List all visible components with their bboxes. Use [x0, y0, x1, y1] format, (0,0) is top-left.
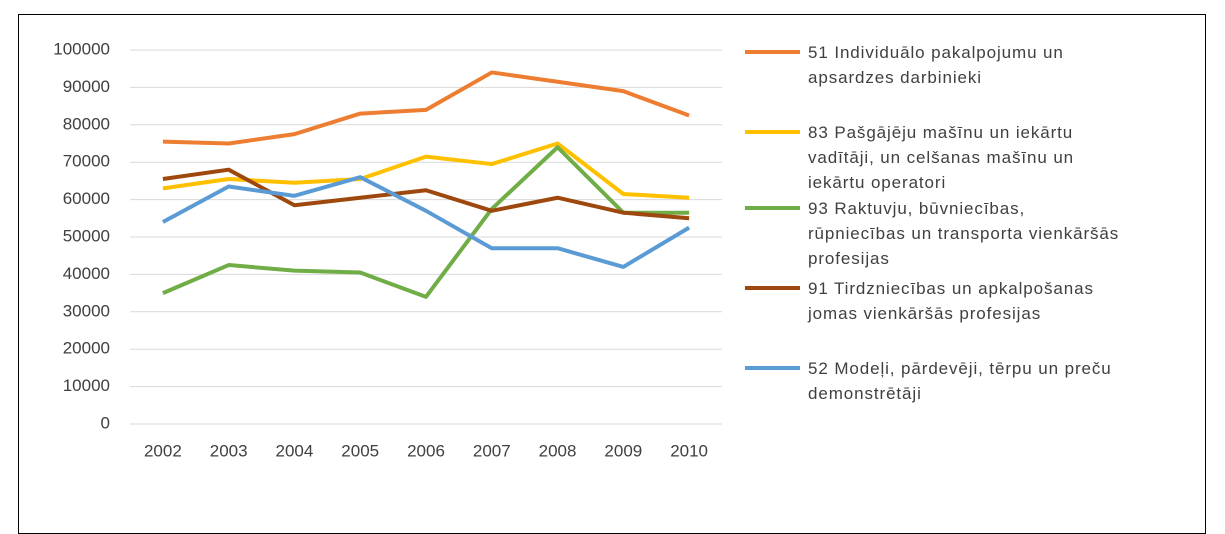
- series-line: [162, 145, 690, 299]
- y-tick-label: 10000: [63, 376, 110, 395]
- y-tick-label: 80000: [63, 114, 110, 133]
- series-line: [162, 70, 690, 146]
- legend-label: 51 Individuālo pakalpojumu un apsardzes …: [808, 43, 1064, 87]
- y-tick-label: 50000: [63, 226, 110, 245]
- chart: 0 10000 20000 30000 40000 50000 60000 70000 8000…: [53, 39, 722, 460]
- legend-swatch: [745, 130, 800, 134]
- legend-label: 91 Tirdzniecības un apkalpošanas jomas v…: [808, 279, 1094, 323]
- legend-label: 93 Raktuvju, būvniecības, rūpniecības un…: [808, 199, 1120, 268]
- x-tick-label: 2009: [604, 441, 642, 460]
- y-tick-label: 70000: [63, 152, 110, 171]
- series-line: [162, 167, 690, 221]
- y-tick-label: 60000: [63, 189, 110, 208]
- legend-swatch: [745, 50, 800, 54]
- y-tick-label: 40000: [63, 264, 110, 283]
- y-tick-label: 30000: [63, 301, 110, 320]
- legend-swatch: [745, 206, 800, 210]
- x-tick-label: 2003: [210, 441, 248, 460]
- series-line: [161, 175, 691, 269]
- legend-swatch: [745, 286, 800, 290]
- legend-item: 83 Pašgājēju mašīnu un iekārtu vadītāji,…: [745, 120, 1145, 195]
- y-tick-label: 20000: [63, 339, 110, 358]
- legend-item: 52 Modeļi, pārdevēji, tērpu un preču dem…: [745, 356, 1145, 406]
- x-tick-label: 2005: [341, 441, 379, 460]
- x-tick-label: 2010: [670, 441, 708, 460]
- y-tick-label: 0: [101, 413, 110, 432]
- y-tick-label: 100000: [53, 39, 110, 58]
- page: 0 10000 20000 30000 40000 50000 60000 70000 8000…: [18, 14, 1206, 534]
- x-tick-label: 2004: [276, 441, 314, 460]
- x-tick-label: 2007: [473, 441, 511, 460]
- legend-item: 51 Individuālo pakalpojumu un apsardzes …: [745, 40, 1145, 90]
- x-tick-label: 2008: [539, 441, 577, 460]
- legend-item: 91 Tirdzniecības un apkalpošanas jomas v…: [745, 276, 1145, 326]
- legend-label: 52 Modeļi, pārdevēji, tērpu un preču dem…: [808, 359, 1112, 403]
- y-tick-label: 90000: [63, 77, 110, 96]
- legend-swatch: [745, 366, 800, 370]
- legend-item: 93 Raktuvju, būvniecības, rūpniecības un…: [745, 196, 1145, 271]
- x-tick-label: 2006: [407, 441, 445, 460]
- x-tick-label: 2002: [144, 441, 182, 460]
- legend-label: 83 Pašgājēju mašīnu un iekārtu vadītāji,…: [808, 123, 1075, 192]
